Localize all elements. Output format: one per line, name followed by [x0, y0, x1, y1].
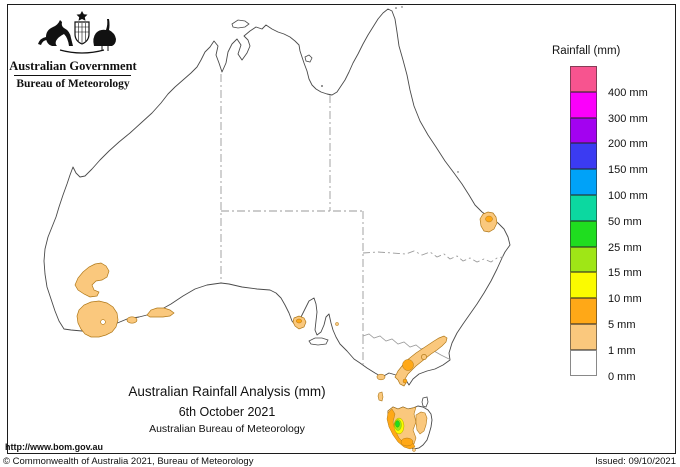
- map-caption: Australian Rainfall Analysis (mm) 6th Oc…: [97, 384, 357, 435]
- legend-label: 150 mm: [608, 164, 648, 177]
- legend-entries: 400 mm 300 mm 200 mm 150 mm 100 mm 50 mm 25 mm…: [570, 66, 680, 383]
- legend-swatch: [570, 169, 597, 195]
- legend-entry: 5 mm: [570, 298, 680, 331]
- legend-label: 200 mm: [608, 138, 648, 151]
- legend-label: 300 mm: [608, 112, 648, 125]
- shield-grid: [75, 23, 89, 43]
- legend-entry: 1 mm: [570, 323, 680, 357]
- bureau-of-meteorology-label: Bureau of Meteorology: [16, 78, 130, 90]
- commonwealth-star-icon: [76, 11, 88, 21]
- rain-patch-wa-esperance-1mm: [146, 307, 175, 318]
- rain-contour-tas-25mm: [395, 420, 400, 428]
- legend-entry: 0 mm: [570, 349, 680, 383]
- state-border-qld-nsw: [362, 250, 504, 263]
- legend-entry: 100 mm: [570, 169, 680, 202]
- legend-swatch: [570, 323, 597, 350]
- kangaroo-tail: [38, 37, 47, 45]
- island-speck: [395, 7, 397, 9]
- caption-title: Australian Rainfall Analysis (mm): [128, 384, 326, 399]
- rain-patch-tas-east-1mm: [415, 411, 428, 435]
- copyright-notice: © Commonwealth of Australia 2021, Bureau…: [3, 456, 254, 467]
- legend-label: 400 mm: [608, 86, 648, 99]
- island-speck: [457, 171, 459, 173]
- rain-patch-wa-wheatbelt-1mm: [74, 262, 110, 298]
- legend-swatch: [570, 349, 597, 376]
- rain-patch-wa-southwest-1mm: [76, 300, 119, 338]
- issued-date: Issued: 09/10/2021: [595, 456, 676, 467]
- rain-patch-se-qld-5mm: [485, 215, 493, 223]
- legend-label: 1 mm: [608, 344, 636, 357]
- bom-url: http://www.bom.gov.au: [5, 442, 103, 452]
- groote-island: [304, 54, 313, 63]
- legend-entry: 200 mm: [570, 117, 680, 150]
- kangaroo-island: [308, 337, 329, 346]
- legend-swatch: [570, 298, 597, 324]
- rain-patch-eyre-peninsula-5mm: [295, 318, 303, 324]
- flinders-island: [421, 396, 429, 408]
- legend-swatch: [570, 272, 597, 299]
- legend-swatch: [570, 66, 597, 92]
- rain-patch-vic-melbourne-5mm: [402, 359, 414, 371]
- legend-entry: 400 mm: [570, 66, 680, 99]
- legend-label: 5 mm: [608, 318, 636, 331]
- legend-entry: 50 mm: [570, 194, 680, 228]
- rain-patch-tas-islet: [412, 448, 416, 452]
- melville-island: [231, 19, 250, 29]
- rain-patch-tas-south-5mm: [400, 437, 414, 447]
- legend-swatch: [570, 194, 597, 221]
- coat-of-arms: [38, 11, 116, 54]
- island-speck: [321, 85, 323, 87]
- legend-label: 0 mm: [608, 370, 636, 383]
- legend-label: 100 mm: [608, 189, 648, 202]
- scroll-banner: [59, 49, 105, 54]
- legend-swatch: [570, 117, 597, 144]
- legend-label: 15 mm: [608, 267, 642, 280]
- legend-swatch: [570, 220, 597, 247]
- rain-patch-mornington-5mm: [402, 378, 408, 384]
- legend-swatch: [570, 246, 597, 273]
- rain-patch-wa-south-coast-small-1mm: [126, 316, 138, 324]
- australian-government-label: Australian Government: [9, 59, 137, 73]
- legend-label: 50 mm: [608, 215, 642, 228]
- rain-patch-king-island-1mm: [377, 391, 384, 402]
- legend-swatch: [570, 143, 597, 170]
- legend-title: Rainfall (mm): [552, 45, 621, 57]
- legend-entry: 150 mm: [570, 143, 680, 176]
- rain-patch-sa-dot-1mm: [335, 322, 339, 326]
- legend-label: 25 mm: [608, 241, 642, 254]
- legend-entry: 25 mm: [570, 220, 680, 254]
- legend-swatch: [570, 91, 597, 118]
- caption-organisation: Australian Bureau of Meteorology: [149, 423, 305, 435]
- legend-entry: 300 mm: [570, 91, 680, 125]
- rain-patch-wa-southwest-dry-hole: [100, 319, 106, 325]
- rain-patch-vic-ring: [421, 354, 427, 360]
- legend-entry: 10 mm: [570, 272, 680, 305]
- rain-patch-west-vic-1mm: [376, 373, 386, 381]
- branding-divider: [14, 75, 131, 76]
- kangaroo-icon: [46, 20, 73, 46]
- legend-entry: 15 mm: [570, 246, 680, 279]
- island-speck: [401, 6, 403, 8]
- legend-label: 10 mm: [608, 293, 642, 306]
- caption-date: 6th October 2021: [178, 405, 276, 419]
- emu-icon: [93, 19, 116, 46]
